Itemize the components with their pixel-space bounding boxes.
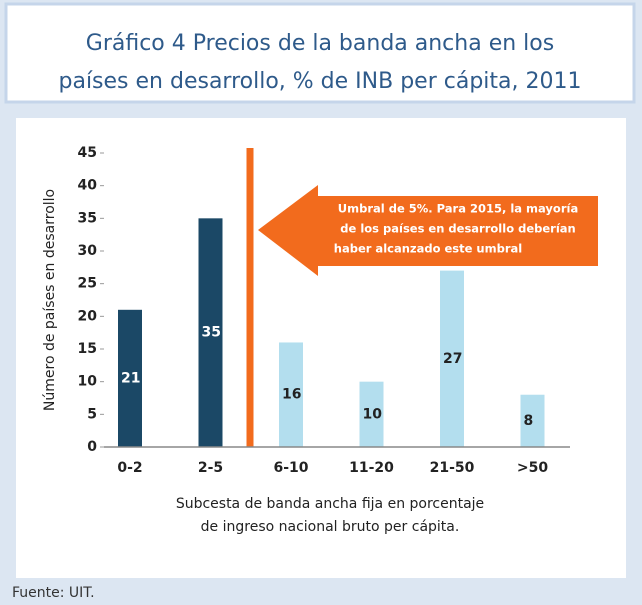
chart-title: países en desarrollo, % de INB per cápit…	[59, 69, 582, 94]
value-label: 10	[363, 406, 383, 422]
y-tick-label: 10	[78, 374, 98, 390]
value-label: 21	[121, 370, 140, 386]
bar	[118, 309, 142, 447]
y-tick-label: 20	[78, 308, 98, 324]
value-label: 27	[443, 351, 462, 367]
x-tick-label: >50	[517, 460, 548, 476]
bar	[279, 342, 303, 447]
x-tick-label: 2-5	[198, 460, 223, 476]
annotation: haber alcanzado este umbral	[334, 242, 522, 256]
y-tick-label: 35	[78, 210, 97, 226]
y-axis-title: Número de países en desarrollo	[42, 189, 58, 411]
y-tick-label: 15	[78, 341, 97, 357]
annotation: Umbral de 5%. Para 2015, la mayoría	[338, 202, 578, 216]
annotation-arrow	[258, 185, 598, 276]
x-tick-label: 6-10	[273, 460, 308, 476]
value-label: 16	[282, 387, 301, 403]
source: Fuente: UIT.	[12, 585, 95, 601]
value-label: 8	[524, 413, 534, 429]
y-tick-label: 30	[78, 243, 98, 259]
value-label: 35	[202, 325, 221, 341]
y-tick-label: 5	[87, 406, 97, 422]
x-tick-label: 11-20	[349, 460, 394, 476]
y-tick-label: 0	[87, 439, 97, 455]
title-box	[4, 2, 636, 104]
bar	[198, 218, 223, 447]
bar	[440, 270, 464, 447]
y-tick-label: 45	[78, 145, 97, 161]
chart-title: Gráfico 4 Precios de la banda ancha en l…	[86, 31, 554, 56]
x-axis-title: Subcesta de banda ancha fija en porcenta…	[176, 496, 484, 512]
y-tick-label: 40	[78, 178, 98, 194]
bar	[359, 381, 384, 447]
y-tick-label: 25	[78, 276, 97, 292]
x-tick-label: 0-2	[117, 460, 142, 476]
plot-panel	[16, 118, 626, 578]
bar	[520, 394, 545, 447]
x-tick-label: 21-50	[430, 460, 475, 476]
annotation: de los países en desarrollo deberían	[340, 222, 575, 236]
x-axis-title: de ingreso nacional bruto per cápita.	[201, 519, 460, 535]
